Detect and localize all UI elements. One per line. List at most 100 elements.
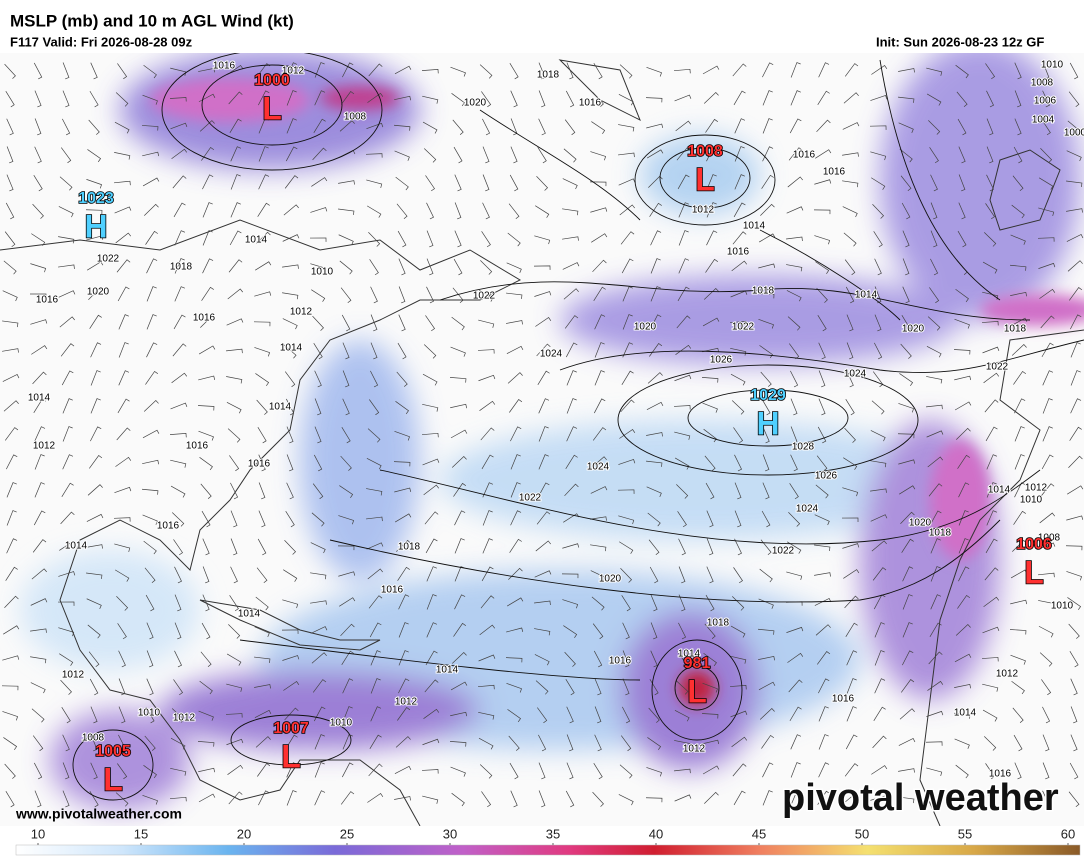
- wind-barb: [814, 235, 831, 245]
- isobar-label: 1014: [245, 235, 268, 246]
- wind-barb: [144, 735, 156, 751]
- wind-barb: [758, 598, 774, 609]
- wind-barb: [901, 202, 911, 220]
- wind-barb: [984, 232, 997, 247]
- wind-barb: [761, 398, 771, 416]
- wind-barb: [366, 458, 382, 470]
- wind-barb: [397, 566, 410, 581]
- isobar-label: 1008: [1038, 533, 1061, 544]
- wind-barb: [954, 683, 971, 689]
- wind-barb: [230, 482, 239, 500]
- wind-barb: [536, 175, 549, 191]
- wind-barb: [815, 484, 829, 499]
- wind-barb: [733, 202, 746, 218]
- wind-barb: [702, 317, 720, 327]
- wind-barb: [897, 433, 915, 439]
- wind-barb: [480, 595, 495, 609]
- wind-barb: [258, 146, 269, 162]
- wind-barb: [453, 482, 467, 497]
- wind-barb: [281, 629, 299, 634]
- wind-barb: [171, 512, 185, 527]
- wind-barb: [816, 651, 831, 665]
- wind-barb: [760, 371, 772, 387]
- wind-barb: [534, 291, 552, 297]
- wind-barb: [1067, 597, 1082, 611]
- isobar-label: 1022: [732, 322, 755, 333]
- wind-barb: [1011, 344, 1027, 356]
- wind-barb: [118, 342, 129, 358]
- isobar-label: 1014: [280, 343, 303, 354]
- isobar-label: 1012: [33, 441, 56, 452]
- wind-barb: [90, 398, 101, 414]
- wind-barb: [146, 622, 154, 640]
- wind-barb: [592, 791, 604, 807]
- wind-barb: [985, 63, 996, 80]
- wind-barb: [1066, 208, 1083, 213]
- wind-barb: [367, 568, 384, 580]
- wind-barb: [647, 512, 661, 527]
- wind-barb: [930, 202, 938, 220]
- isobar-label: 1018: [1004, 324, 1027, 335]
- wind-barb: [366, 542, 384, 550]
- wind-barb: [284, 371, 296, 388]
- wind-barb: [958, 146, 966, 164]
- wind-barb: [790, 734, 802, 750]
- wind-barb: [422, 795, 439, 804]
- colorbar-tick-label: 55: [958, 826, 972, 841]
- wind-barb: [762, 426, 770, 444]
- wind-barb: [394, 765, 412, 774]
- wind-barb: [816, 455, 828, 472]
- wind-barb: [282, 318, 298, 330]
- wind-barb: [89, 455, 103, 469]
- isobar-label: 1012: [62, 670, 85, 681]
- wind-barb: [286, 762, 298, 778]
- wind-barb: [845, 399, 855, 416]
- wind-barb: [87, 484, 103, 496]
- wind-barb: [1014, 90, 1022, 108]
- wind-barb: [650, 622, 658, 640]
- wind-barb: [566, 426, 578, 442]
- wind-barb: [61, 482, 74, 497]
- wind-barb: [790, 62, 801, 78]
- colorbar-tick-label: 10: [31, 826, 45, 841]
- wind-barb: [789, 118, 802, 134]
- wind-barb: [452, 287, 464, 303]
- wind-barb: [228, 259, 243, 273]
- wind-barb: [758, 681, 776, 691]
- isobar-label: 1028: [792, 442, 815, 453]
- wind-barb: [342, 370, 350, 388]
- wind-barb: [677, 511, 687, 528]
- wind-barb: [646, 767, 663, 777]
- isobar-label: 1012: [996, 669, 1019, 680]
- wind-barb: [561, 573, 579, 579]
- wind-barb: [618, 94, 634, 106]
- wind-barb: [703, 91, 719, 104]
- wind-barb: [954, 653, 972, 663]
- wind-barb: [255, 736, 271, 748]
- wind-barb: [368, 763, 383, 777]
- isobar-label: 1008: [82, 733, 105, 744]
- wind-barb: [620, 735, 632, 752]
- wind-barb: [619, 764, 633, 779]
- center-value: 1005: [95, 743, 131, 760]
- wind-barb: [313, 118, 326, 133]
- wind-barb: [706, 510, 714, 528]
- wind-barb: [508, 735, 520, 751]
- wind-barb: [478, 684, 495, 690]
- wind-barb: [366, 122, 384, 129]
- wind-barb: [678, 258, 690, 274]
- credit: www.pivotalweather.com: [15, 806, 182, 822]
- wind-barb: [424, 511, 439, 525]
- isobar-label: 1026: [710, 355, 733, 366]
- center-value: 1023: [78, 190, 114, 207]
- wind-barb: [678, 622, 687, 640]
- center-letter: L: [687, 673, 707, 709]
- wind-barb: [369, 259, 379, 276]
- wind-barb: [1067, 120, 1081, 135]
- wind-barb: [1038, 625, 1054, 638]
- wind-barb: [481, 566, 494, 582]
- isobar-label: 1018: [170, 262, 193, 273]
- wind-barb: [61, 707, 71, 724]
- wind-barb: [842, 152, 859, 157]
- wind-barb: [645, 97, 663, 103]
